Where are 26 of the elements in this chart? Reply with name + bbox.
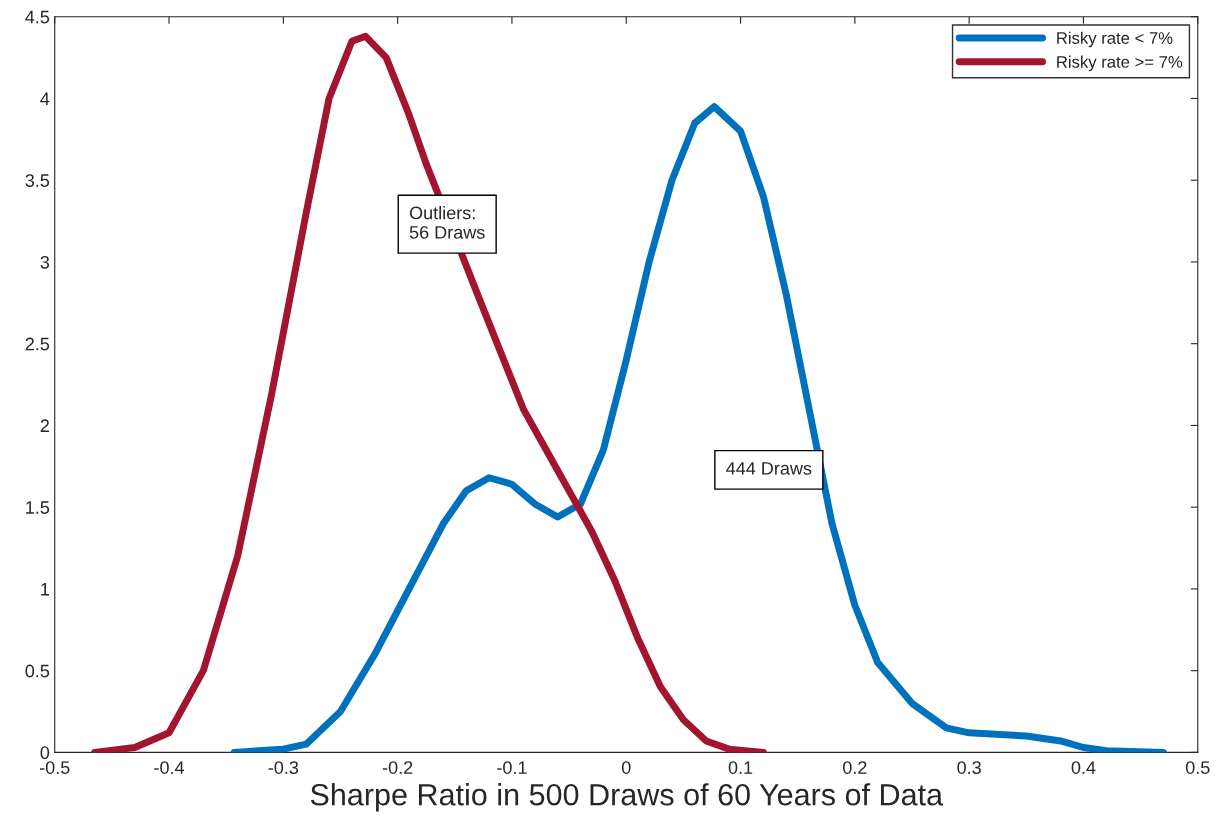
x-tick-label: 0 bbox=[621, 761, 631, 774]
legend-label: Risky rate < 7% bbox=[1057, 31, 1173, 48]
y-tick-label: 1.5 bbox=[26, 501, 50, 514]
x-tick-label: 0.3 bbox=[957, 761, 981, 774]
x-tick-label: -0.5 bbox=[39, 761, 70, 774]
y-tick-label: 0.5 bbox=[25, 664, 50, 678]
y-tick-label: 3.5 bbox=[25, 174, 50, 187]
x-tick-label: 0.1 bbox=[728, 761, 753, 774]
x-tick-label: -0.1 bbox=[497, 761, 527, 774]
annotation: 444 Draws bbox=[726, 462, 812, 475]
y-tick-label: 0 bbox=[40, 746, 50, 760]
y-tick-label: 4 bbox=[40, 92, 50, 105]
x-tick-label: -0.4 bbox=[154, 761, 185, 774]
y-tick-label: 1 bbox=[41, 583, 49, 596]
y-tick-label: 2 bbox=[40, 419, 49, 432]
legend-label: Risky rate >= 7% bbox=[1057, 55, 1183, 72]
y-tick-label: 3 bbox=[40, 255, 50, 269]
x-axis-title: Sharpe Ratio in 500 Draws of 60 Years of Data bbox=[310, 783, 944, 812]
x-tick-label: 0.4 bbox=[1071, 761, 1096, 774]
x-tick-label: -0.2 bbox=[382, 761, 413, 774]
x-tick-label: 0.5 bbox=[1185, 761, 1210, 774]
x-tick-label: 0.2 bbox=[843, 761, 867, 774]
y-tick-label: 2.5 bbox=[25, 337, 50, 351]
x-tick-label: -0.3 bbox=[268, 761, 299, 774]
annotation: Outliers: 56 Draws bbox=[409, 206, 485, 239]
y-tick-label: 4.5 bbox=[25, 10, 50, 24]
